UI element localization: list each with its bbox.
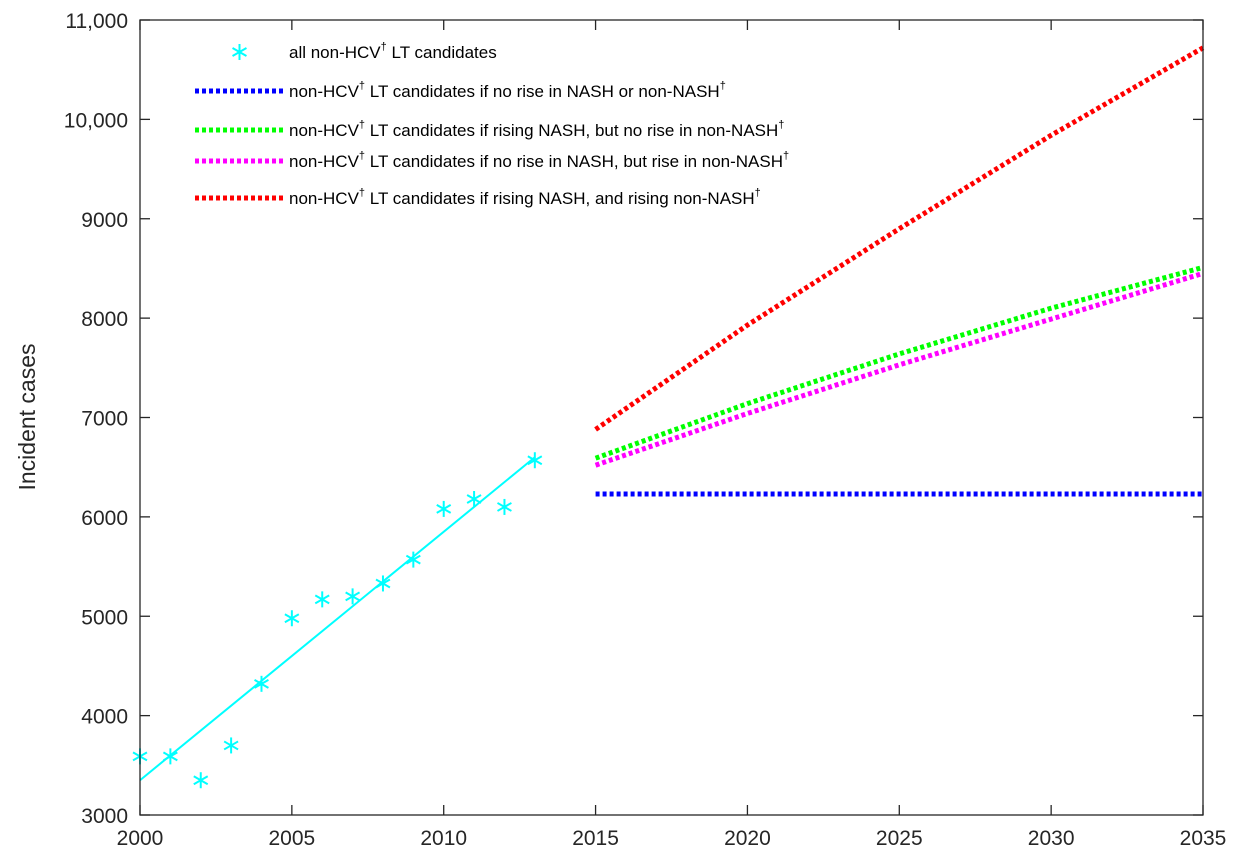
x-tick-label: 2025: [876, 827, 923, 850]
data-point: [375, 575, 391, 592]
fit-line: [139, 456, 536, 781]
data-point: [527, 452, 543, 469]
data-point: [405, 551, 421, 568]
y-tick-label: 7000: [81, 408, 128, 431]
series-line-2: [594, 264, 1204, 461]
marker-stroke: [223, 740, 239, 751]
observed-markers-layer: [132, 452, 543, 789]
marker-stroke: [162, 751, 178, 762]
y-axis-title: Incident cases: [14, 343, 40, 490]
axes: [139, 19, 1204, 816]
data-point: [466, 490, 482, 507]
marker-stroke: [375, 578, 391, 589]
marker-stroke: [466, 494, 482, 504]
y-tick-label: 10,000: [64, 109, 128, 132]
data-point: [314, 591, 330, 608]
x-tick-label: 2015: [572, 827, 619, 850]
data-point: [223, 737, 239, 754]
series-line-4: [594, 45, 1205, 432]
marker-stroke: [284, 613, 300, 624]
legend-label-2: non-HCV† LT candidates if rising NASH, b…: [289, 119, 784, 140]
legend-label-observed: all non-HCV† LT candidates: [289, 41, 497, 62]
y-tick-label: 8000: [81, 308, 128, 331]
marker-stroke: [527, 455, 543, 466]
data-point: [496, 498, 512, 515]
legend-marker-observed: [232, 44, 247, 60]
fit-line-layer: [139, 456, 536, 781]
data-point: [345, 588, 361, 605]
marker-stroke: [496, 502, 512, 512]
legend-label-4: non-HCV† LT candidates if rising NASH, a…: [289, 187, 761, 208]
data-point: [193, 772, 209, 789]
y-tick-label: 4000: [81, 706, 128, 729]
data-point: [436, 500, 452, 517]
y-tick-label: 6000: [81, 507, 128, 530]
marker-stroke: [193, 775, 209, 786]
tick-labels: 2000 2005 2010 2015 2020 2025 2030 2035 3000 4000…: [64, 10, 1227, 850]
marker-stroke: [254, 678, 269, 689]
y-tick-label: 9000: [81, 209, 128, 232]
y-tick-label: 3000: [81, 805, 128, 828]
marker-stroke: [345, 591, 361, 602]
x-tick-label: 2000: [117, 827, 164, 850]
x-tick-label: 2030: [1028, 827, 1075, 850]
marker-stroke: [436, 504, 452, 514]
y-tick-label: 11,000: [65, 10, 128, 33]
legend-label-3: non-HCV† LT candidates if no rise in NAS…: [289, 150, 789, 171]
marker-stroke: [405, 554, 421, 565]
y-tick-label: 5000: [81, 606, 128, 629]
x-tick-label: 2010: [420, 827, 467, 850]
legend-label-1: non-HCV† LT candidates if no rise in NAS…: [289, 80, 726, 101]
projection-series-layer: [594, 45, 1205, 497]
series-line-3: [594, 271, 1204, 468]
data-point: [254, 675, 269, 692]
marker-stroke: [232, 47, 247, 57]
data-point: [284, 610, 300, 627]
x-tick-label: 2005: [268, 827, 315, 850]
data-point: [162, 748, 178, 765]
marker-stroke: [314, 594, 330, 605]
legend: all non-HCV† LT candidates non-HCV† LT ca…: [195, 41, 789, 208]
x-tick-label: 2020: [724, 827, 771, 850]
x-tick-label: 2035: [1180, 827, 1227, 850]
